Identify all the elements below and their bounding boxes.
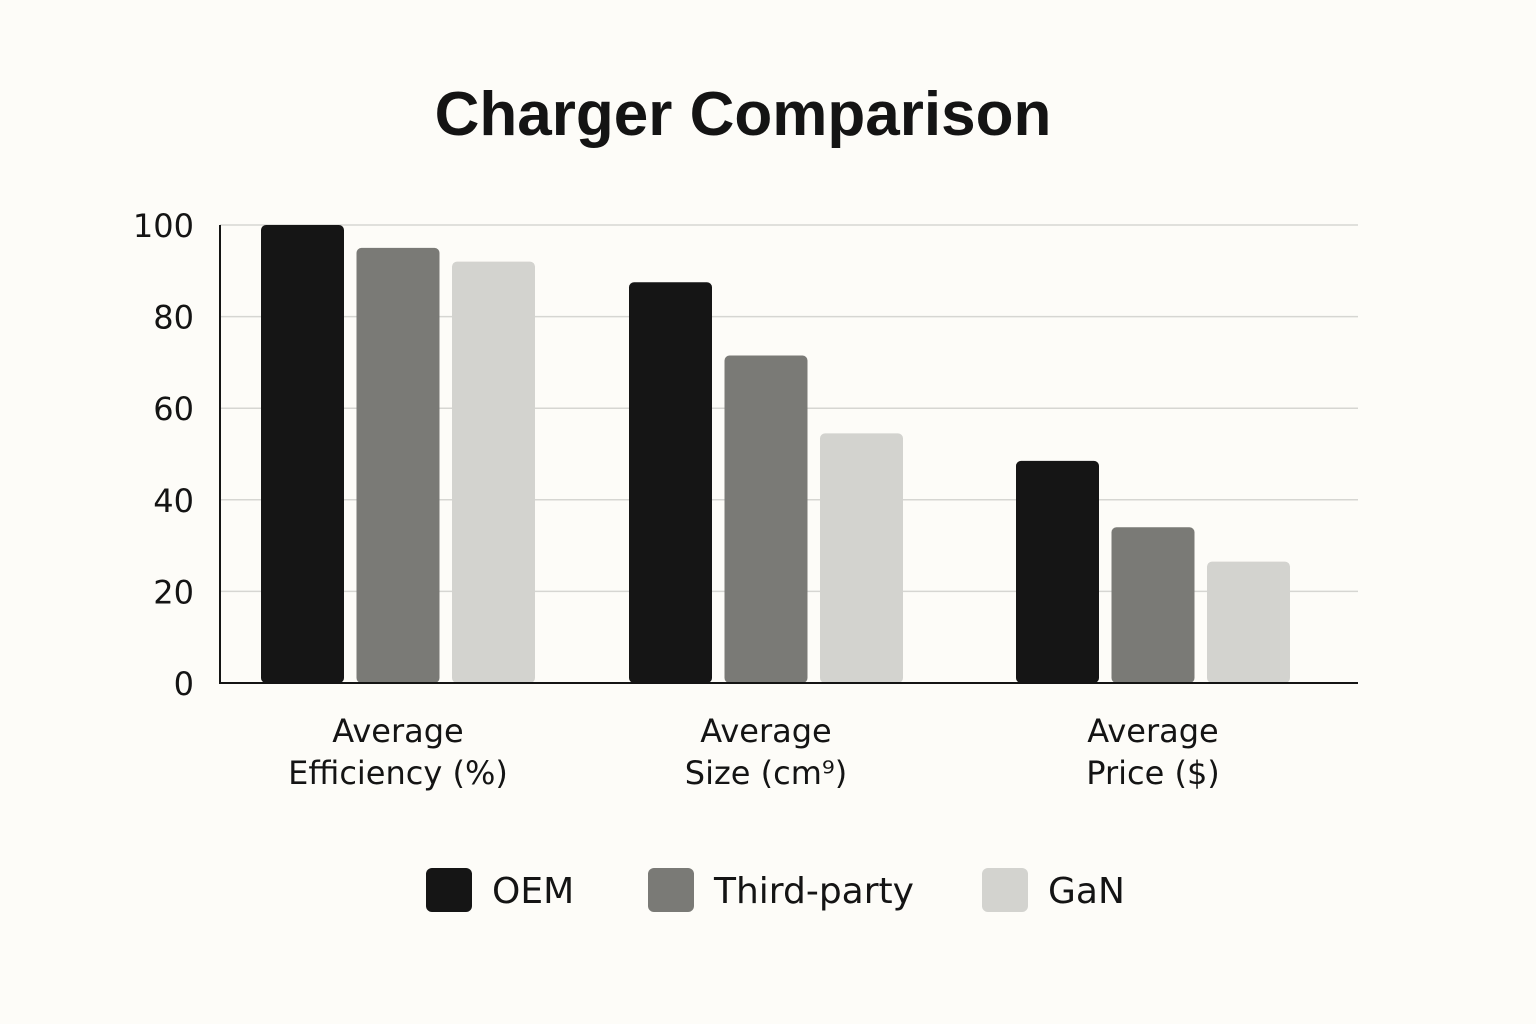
y-axis-ticks: 0 20 40 60 80 100 xyxy=(133,207,194,703)
y-tick-label: 0 xyxy=(174,665,194,703)
y-tick-label: 100 xyxy=(133,207,194,245)
x-tick-label: Average xyxy=(1087,712,1218,750)
legend-item-oem: OEM xyxy=(426,868,574,912)
chart-title: Charger Comparison xyxy=(435,80,1052,149)
legend-item-gan: GaN xyxy=(982,868,1125,912)
bar-oem-3 xyxy=(1016,460,1099,683)
x-tick-label: Size (cm⁹) xyxy=(685,754,847,792)
legend-label: GaN xyxy=(1048,871,1125,912)
bar-gan-3 xyxy=(1207,561,1290,683)
legend: OEM Third-party GaN xyxy=(426,868,1125,912)
bars xyxy=(261,225,1290,683)
legend-swatch xyxy=(426,868,472,912)
legend-swatch xyxy=(648,868,694,912)
legend-label: OEM xyxy=(492,871,574,912)
bar-oem-1 xyxy=(261,225,344,683)
legend-label: Third-party xyxy=(713,871,914,912)
y-tick-label: 40 xyxy=(153,482,194,520)
x-axis-labels: Average Efficiency (%) Average Size (cm⁹) Av… xyxy=(288,712,1220,792)
bar-oem-2 xyxy=(629,282,712,683)
legend-item-third-party: Third-party xyxy=(648,868,914,912)
bar-third-party-3 xyxy=(1111,527,1195,683)
x-tick-label: Price ($) xyxy=(1086,754,1220,792)
bar-gan-1 xyxy=(452,261,535,683)
x-tick-label: Average xyxy=(332,712,463,750)
y-tick-label: 20 xyxy=(153,573,194,611)
bar-gan-2 xyxy=(820,433,903,683)
x-tick-label: Average xyxy=(700,712,831,750)
bar-third-party-1 xyxy=(356,247,440,683)
y-tick-label: 80 xyxy=(153,299,194,337)
legend-swatch xyxy=(982,868,1028,912)
x-tick-label: Efficiency (%) xyxy=(288,754,508,792)
y-tick-label: 60 xyxy=(153,390,194,428)
bar-third-party-2 xyxy=(724,355,808,683)
